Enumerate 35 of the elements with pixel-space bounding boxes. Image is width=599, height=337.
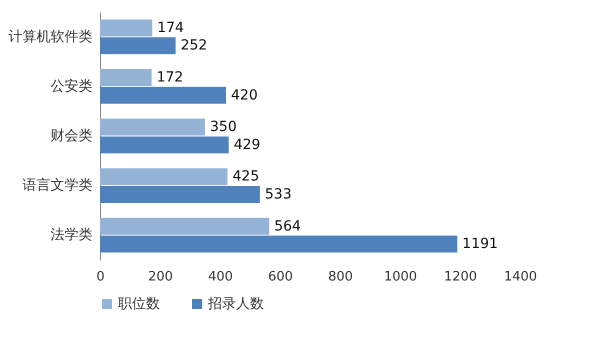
bar [100, 218, 270, 235]
x-tick-label: 200 [148, 270, 173, 284]
legend-label: 职位数 [118, 296, 160, 312]
data-label: 420 [231, 87, 258, 104]
y-tick-label: 财会类 [50, 128, 92, 144]
bar [100, 136, 229, 154]
legend-label: 招录人数 [207, 296, 264, 312]
bar [100, 19, 152, 36]
y-tick-label: 语言文学类 [22, 178, 92, 194]
data-label: 425 [232, 168, 260, 185]
y-tick-label: 公安类 [50, 78, 92, 94]
data-label: 429 [234, 136, 260, 153]
x-tick-label: 800 [328, 270, 353, 284]
bar [100, 86, 226, 104]
bar [100, 118, 205, 136]
data-label: 350 [210, 119, 237, 136]
x-tick-label: 400 [208, 270, 233, 284]
bar [100, 69, 152, 86]
data-label: 564 [274, 218, 302, 234]
x-tick-label: 0 [96, 270, 105, 284]
data-label: 174 [157, 20, 184, 36]
x-tick-label: 1400 [504, 270, 538, 284]
y-tick-label: 计算机软件类 [8, 28, 92, 45]
bar [100, 168, 228, 186]
x-tick-label: 1000 [384, 270, 418, 284]
y-tick-label: 法学类 [50, 227, 92, 244]
bar [100, 186, 260, 203]
bar [100, 236, 458, 253]
x-tick-label: 1200 [444, 270, 478, 284]
bar [100, 37, 176, 54]
data-label: 533 [264, 186, 292, 203]
data-label: 1191 [462, 236, 498, 252]
data-label: 172 [156, 69, 184, 86]
x-tick-label: 600 [268, 270, 293, 284]
data-label: 252 [180, 38, 208, 54]
